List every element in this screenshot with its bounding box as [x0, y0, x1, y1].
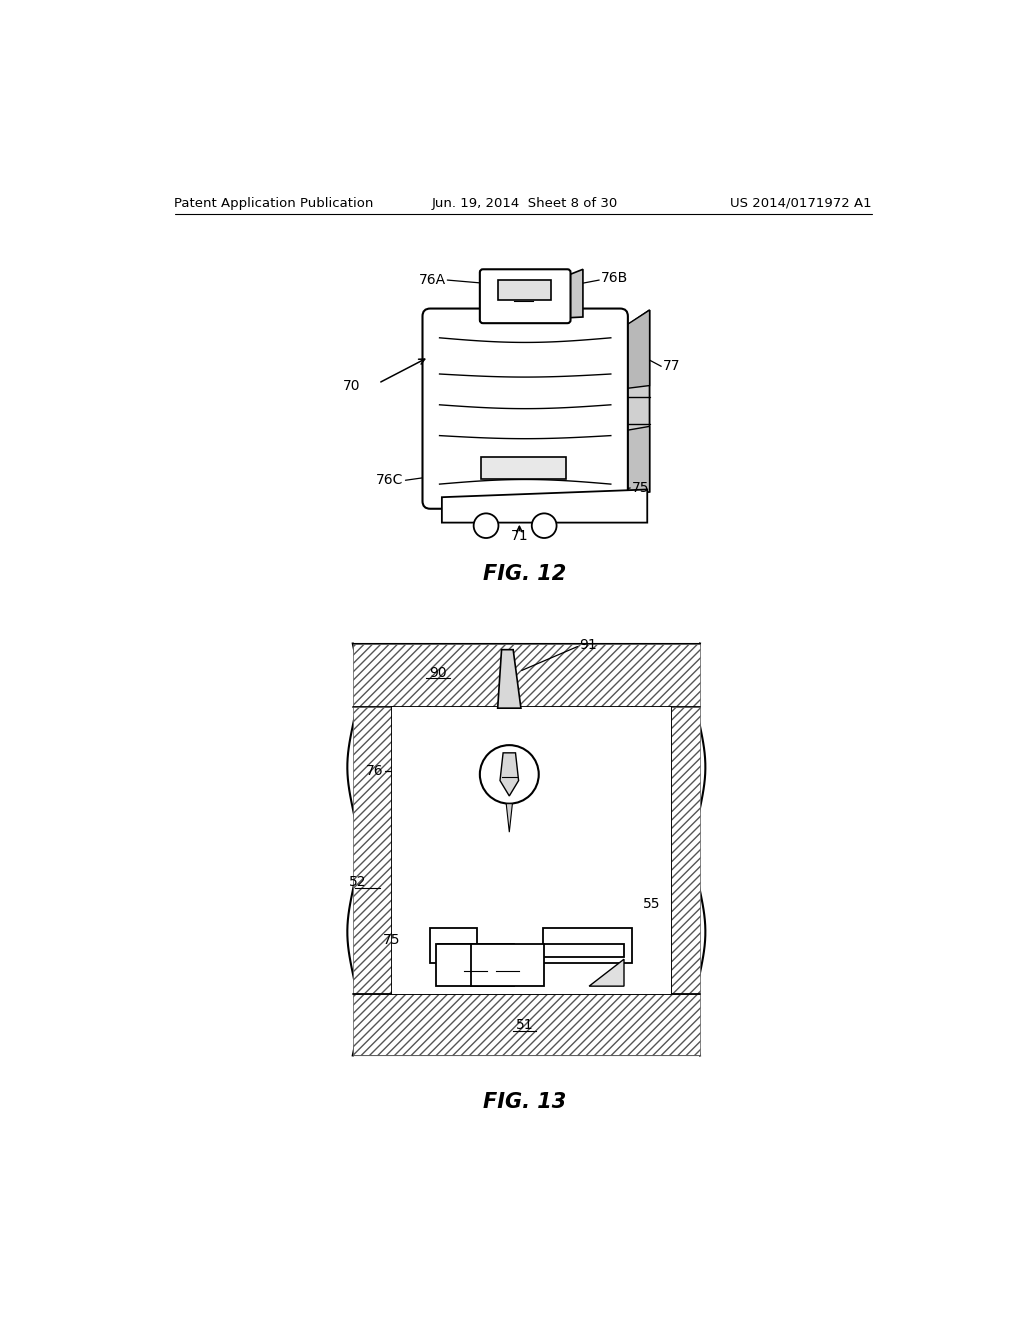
Text: 90: 90	[429, 665, 446, 680]
Polygon shape	[618, 426, 649, 495]
FancyBboxPatch shape	[423, 309, 628, 508]
Text: 75: 75	[383, 933, 400, 946]
Text: 76B: 76B	[601, 271, 628, 285]
Polygon shape	[621, 310, 649, 495]
Bar	[432, 706, 630, 964]
Text: 76C: 76C	[376, 474, 403, 487]
Text: 77: 77	[663, 359, 680, 374]
Bar	[477, 706, 543, 928]
Polygon shape	[589, 960, 624, 986]
Text: 57: 57	[562, 812, 580, 826]
Bar	[543, 928, 632, 964]
Circle shape	[531, 513, 557, 539]
Polygon shape	[618, 310, 649, 389]
Bar	[671, 706, 700, 994]
Text: 52: 52	[349, 875, 367, 890]
Bar	[391, 706, 671, 994]
Bar	[480, 457, 566, 479]
Bar	[471, 944, 544, 986]
Text: 77: 77	[436, 816, 454, 829]
Text: Jun. 19, 2014  Sheet 8 of 30: Jun. 19, 2014 Sheet 8 of 30	[432, 197, 617, 210]
Polygon shape	[430, 928, 632, 964]
Polygon shape	[498, 649, 521, 708]
Text: 60: 60	[466, 957, 484, 972]
Text: FIG. 12: FIG. 12	[483, 564, 566, 585]
Bar	[478, 706, 541, 928]
Bar	[352, 994, 700, 1056]
Text: 75: 75	[632, 480, 649, 495]
Text: 80: 80	[501, 763, 518, 777]
Text: US 2014/0171972 A1: US 2014/0171972 A1	[730, 197, 872, 210]
Bar	[499, 280, 551, 300]
Polygon shape	[567, 269, 583, 318]
Bar	[352, 706, 391, 994]
Bar	[436, 944, 514, 986]
Polygon shape	[500, 752, 518, 796]
Circle shape	[480, 744, 539, 804]
Bar	[352, 644, 700, 706]
Polygon shape	[442, 490, 647, 523]
Circle shape	[474, 513, 499, 539]
Text: 71: 71	[511, 529, 528, 543]
Bar	[430, 928, 477, 964]
Text: 91: 91	[579, 638, 597, 652]
Text: 56: 56	[571, 754, 589, 767]
Text: Patent Application Publication: Patent Application Publication	[174, 197, 374, 210]
Text: 51: 51	[516, 1018, 534, 1032]
Text: 76A: 76A	[419, 273, 445, 286]
Polygon shape	[506, 804, 512, 832]
Text: 55: 55	[643, 896, 660, 911]
Text: 76: 76	[367, 763, 384, 777]
FancyBboxPatch shape	[480, 269, 570, 323]
Text: FIG. 13: FIG. 13	[483, 1092, 566, 1111]
Bar	[430, 706, 632, 964]
Text: 71: 71	[499, 957, 516, 972]
Text: 76: 76	[514, 290, 532, 304]
Text: 70: 70	[343, 379, 360, 392]
